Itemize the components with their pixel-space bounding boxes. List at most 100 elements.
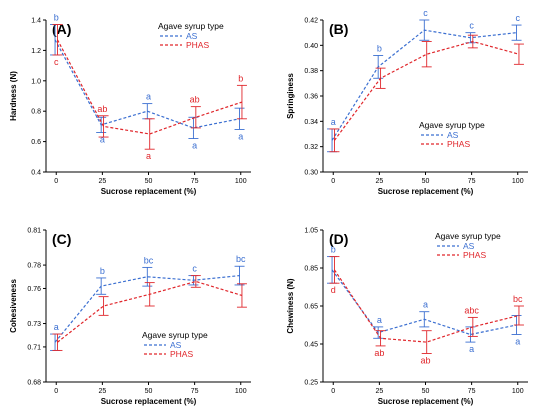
y-tick-label: 0.68 [27,380,41,387]
y-tick-label: 0.78 [27,263,41,270]
y-tick-label: 0.40 [304,43,318,50]
series-as: a b c c c [327,8,522,153]
x-tick-label: 0 [54,178,58,185]
x-tick-label: 25 [375,178,383,185]
y-tick-label: 0.42 [304,18,318,25]
y-tick-label: 0.32 [304,144,318,151]
x-tick-label: 75 [191,388,199,395]
x-tick-label: 50 [422,178,430,185]
legend-title: Agave syrup type [419,120,485,130]
significance-letter: c [469,21,474,31]
x-axis-title: Sucrose replacement (%) [101,187,197,196]
significance-letter: a [54,322,59,332]
x-tick-label: 25 [98,178,106,185]
y-tick-label: 0.76 [27,286,41,293]
significance-letter: bc [236,254,246,264]
legend-title: Agave syrup type [142,330,208,340]
significance-letter: c [423,8,428,18]
x-tick-label: 25 [375,388,383,395]
x-tick-label: 100 [512,388,524,395]
significance-letter: a [100,134,105,144]
y-tick-label: 0.36 [304,94,318,101]
significance-letter: a [377,315,382,325]
panel-label: (C) [52,231,71,247]
x-tick-label: 75 [191,178,199,185]
x-tick-label: 75 [468,388,476,395]
significance-letter: b [331,245,336,255]
legend-entry-phas: PHAS [186,40,209,50]
y-tick-label: 0.85 [304,266,318,273]
y-tick-label: 0.45 [304,342,318,349]
series-line-as [54,275,240,343]
significance-letter: a [515,337,520,347]
significance-letter: c [54,57,59,67]
series-line-phas [333,40,520,141]
y-axis-title: Cohesiveness [9,279,18,333]
x-axis-title: Sucrose replacement (%) [378,187,474,196]
y-tick-label: 0.6 [31,139,41,146]
y-tick-label: 0.25 [304,380,318,387]
legend-entry-as: AS [186,31,198,41]
significance-letter: abc [464,305,479,315]
series-phas: d ab ab abc bc [329,256,524,366]
x-tick-label: 0 [54,388,58,395]
x-tick-label: 25 [98,388,106,395]
chart-panel-2: 0.30 0.32 0.34 0.36 0.38 0.40 0.42 0 25 50 75 100 Su… [286,8,528,196]
y-tick-label: 0.73 [27,321,41,328]
x-tick-label: 75 [468,178,476,185]
significance-letter: bc [513,294,523,304]
significance-letter: ab [420,356,430,366]
chart-panel-4: 0.25 0.45 0.65 0.85 1.05 0 25 50 75 100 Sucrose re… [286,228,528,406]
significance-letter: ab [374,348,384,358]
significance-letter: b [100,266,105,276]
legend-entry-as: AS [447,130,459,140]
x-tick-label: 0 [331,388,335,395]
legend-entry-as: AS [170,340,182,350]
significance-letter: a [331,117,336,127]
y-axis-title: Chewiness (N) [286,278,295,333]
significance-letter: bc [144,255,154,265]
y-tick-label: 1.4 [31,18,41,25]
legend-title: Agave syrup type [435,231,501,241]
x-tick-label: 100 [512,178,524,185]
x-axis-title: Sucrose replacement (%) [101,397,197,406]
series-line-phas [56,39,243,135]
significance-letter: c [516,13,521,23]
significance-letter: b [238,73,243,83]
y-tick-label: 0.34 [304,119,318,126]
series-phas [329,34,524,153]
x-tick-label: 50 [422,388,430,395]
significance-letter: ab [190,95,200,105]
x-tick-label: 100 [235,178,247,185]
x-tick-label: 50 [145,388,153,395]
legend-entry-phas: PHAS [170,349,193,359]
significance-letter: ab [97,104,107,114]
y-tick-label: 0.71 [27,344,41,351]
y-axis-title: Springiness [286,73,295,119]
significance-letter: a [146,151,151,161]
series-phas: c ab a ab b [52,24,247,161]
y-tick-label: 0.38 [304,68,318,75]
significance-letter: c [192,264,197,274]
y-tick-label: 0.65 [304,304,318,311]
x-tick-label: 50 [145,178,153,185]
y-tick-label: 0.8 [31,109,41,116]
y-tick-label: 0.81 [27,228,41,235]
chart-panel-3: 0.68 0.71 0.73 0.76 0.78 0.81 0 25 50 75 100 Sucros… [9,228,251,406]
x-tick-label: 100 [235,388,247,395]
significance-letter: d [331,285,336,295]
series-phas [52,275,247,351]
legend-entry-as: AS [463,241,475,251]
y-tick-label: 0.4 [31,170,41,177]
significance-letter: b [54,13,59,23]
y-tick-label: 1.05 [304,228,318,235]
y-tick-label: 0.30 [304,170,318,177]
significance-letter: a [423,300,428,310]
y-tick-label: 1.2 [31,48,41,55]
panel-label: (D) [329,231,348,247]
legend-entry-phas: PHAS [463,250,486,260]
significance-letter: a [146,92,151,102]
